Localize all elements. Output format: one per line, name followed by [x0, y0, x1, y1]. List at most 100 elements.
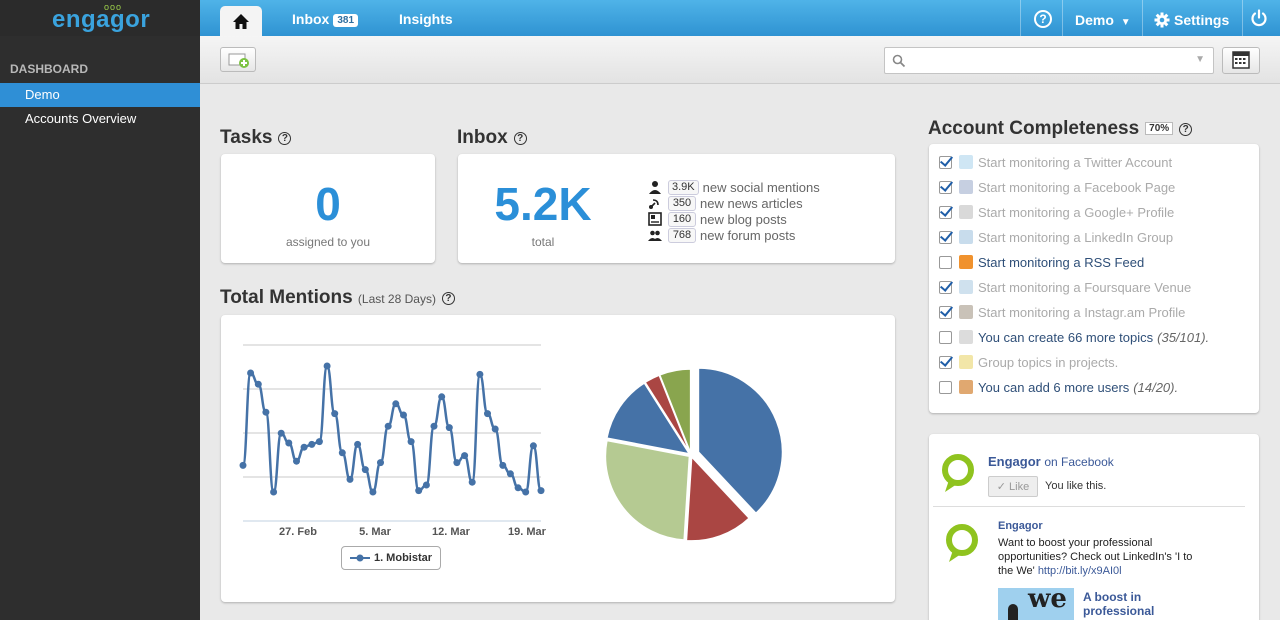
completeness-item[interactable]: Start monitoring a Instagr.am Profile — [939, 302, 1185, 322]
caret-down-icon: ▼ — [1120, 17, 1131, 28]
search-dropdown-icon[interactable]: ▼ — [1195, 54, 1205, 65]
pie-slice[interactable] — [685, 455, 751, 542]
completeness-checkbox[interactable] — [939, 355, 952, 369]
completeness-item[interactable]: Start monitoring a Facebook Page — [939, 177, 1175, 197]
completeness-checkbox[interactable] — [939, 180, 952, 194]
fb-post-author[interactable]: Engagor — [998, 520, 1043, 532]
rss-icon — [959, 255, 973, 269]
completeness-item[interactable]: Start monitoring a RSS Feed — [939, 252, 1144, 272]
completeness-checkbox[interactable] — [939, 330, 952, 344]
item-text: Start monitoring a Foursquare Venue — [978, 279, 1192, 295]
pie-slice[interactable] — [658, 368, 692, 454]
completeness-item[interactable]: Start monitoring a LinkedIn Group — [939, 227, 1173, 247]
item-text: You can create 66 more topics — [978, 329, 1154, 345]
calendar-icon — [1232, 51, 1250, 69]
data-point — [445, 424, 453, 432]
chart-legend[interactable]: 1. Mobistar — [341, 546, 441, 570]
instagram-icon — [959, 305, 973, 319]
stat-label: new forum posts — [700, 227, 796, 243]
inbox-tab[interactable]: Inbox 381 — [292, 11, 359, 27]
add-widget-button[interactable] — [220, 47, 256, 72]
completeness-title: Account Completeness — [928, 118, 1140, 139]
fb-post-body: Want to boost your professional opportun… — [998, 536, 1208, 578]
fb-link-thumbnail[interactable]: we — [998, 588, 1074, 620]
inbox-card[interactable]: 5.2K total 3.9K new social mentions 350 … — [458, 154, 895, 263]
completeness-checkbox[interactable] — [939, 305, 952, 319]
tasks-help-icon[interactable]: ? — [278, 132, 292, 145]
fb-post-link[interactable]: http://bit.ly/x9AI0l — [1037, 565, 1122, 577]
top-nav-bar: engagor ooo Inbox 381 Insights ? Demo ▼ S… — [0, 0, 1280, 38]
sidebar-item-demo[interactable]: Demo — [0, 83, 200, 107]
completeness-checkbox[interactable] — [939, 230, 952, 244]
completeness-item-label: Start monitoring a LinkedIn Group — [978, 230, 1173, 245]
fb-page-name[interactable]: Engagor — [988, 454, 1041, 469]
pie-slice[interactable] — [605, 381, 691, 455]
insights-tab[interactable]: Insights — [399, 11, 453, 27]
completeness-item[interactable]: Group topics in projects. — [939, 352, 1118, 372]
data-point — [293, 457, 300, 465]
completeness-checkbox[interactable] — [939, 280, 952, 294]
completeness-item[interactable]: You can create 66 more topics (35/101). — [939, 327, 1209, 347]
search-box[interactable]: ▼ — [884, 47, 1214, 74]
gear-icon — [1154, 12, 1170, 28]
facebook-icon — [959, 180, 973, 194]
completeness-checkbox[interactable] — [939, 155, 952, 169]
mentions-help-icon[interactable]: ? — [441, 292, 455, 305]
stat-blog-posts[interactable]: 160 new blog posts — [648, 211, 787, 227]
logo-text: engagor — [52, 6, 151, 33]
completeness-item[interactable]: Start monitoring a Google+ Profile — [939, 202, 1174, 222]
stat-forum-posts[interactable]: 768 new forum posts — [648, 227, 795, 243]
completeness-checkbox[interactable] — [939, 255, 952, 269]
fb-link-title[interactable]: A boost in professional — [1083, 590, 1155, 618]
mentions-pie-chart[interactable] — [581, 335, 821, 575]
item-text: Start monitoring a RSS Feed — [978, 254, 1145, 270]
tasks-count: 0 — [315, 178, 341, 230]
help-icon[interactable]: ? — [1034, 10, 1052, 28]
completeness-item[interactable]: Start monitoring a Foursquare Venue — [939, 277, 1191, 297]
facebook-widget: Engagor on Facebook ✓ Like You like this.… — [929, 434, 1259, 620]
item-extra: (35/101). — [1157, 329, 1210, 345]
item-text: Start monitoring a LinkedIn Group — [978, 229, 1174, 245]
tasks-heading: Tasks? — [220, 127, 292, 149]
mentions-line-chart[interactable]: 27. Feb 5. Mar 12. Mar 19. Mar — [221, 315, 561, 545]
item-text: Start monitoring a Google+ Profile — [978, 204, 1175, 220]
settings-button[interactable]: Settings — [1154, 12, 1229, 28]
completeness-item[interactable]: Start monitoring a Twitter Account — [939, 152, 1172, 172]
blog-icon — [648, 212, 662, 226]
item-text: Start monitoring a Instagr.am Profile — [978, 304, 1186, 320]
completeness-item-label: You can create 66 more topics (35/101). — [978, 330, 1209, 345]
data-point — [529, 442, 537, 450]
logout-button[interactable] — [1250, 9, 1268, 32]
completeness-checkbox[interactable] — [939, 380, 952, 394]
fb-like-button[interactable]: ✓ Like — [988, 476, 1038, 497]
completeness-checkbox[interactable] — [939, 205, 952, 219]
logo[interactable]: engagor ooo — [0, 0, 200, 36]
data-point — [331, 410, 339, 418]
inbox-help-icon[interactable]: ? — [513, 132, 527, 145]
pie-slice[interactable] — [604, 439, 691, 541]
account-label: Demo — [1075, 12, 1114, 28]
search-icon — [892, 54, 906, 68]
data-point — [369, 488, 377, 496]
account-dropdown[interactable]: Demo ▼ — [1075, 12, 1131, 28]
stat-social-mentions[interactable]: 3.9K new social mentions — [648, 179, 820, 195]
folder-icon — [959, 355, 973, 369]
completeness-item[interactable]: You can add 6 more users (14/20). — [939, 377, 1178, 397]
data-point — [438, 393, 446, 401]
sidebar-item-accounts-overview[interactable]: Accounts Overview — [25, 111, 137, 126]
pie-slice[interactable] — [697, 367, 784, 515]
search-input[interactable] — [911, 52, 1181, 70]
data-point — [392, 400, 400, 408]
fb-post-text: Want to boost your professional opportun… — [998, 537, 1193, 577]
home-tab[interactable] — [220, 6, 262, 38]
person-icon — [649, 181, 661, 194]
data-point — [346, 475, 354, 483]
x-tick-label: 5. Mar — [359, 526, 392, 538]
stat-news-articles[interactable]: 350 new news articles — [648, 195, 803, 211]
fb-like-status: You like this. — [1045, 480, 1107, 492]
tasks-card[interactable]: 0 assigned to you — [221, 154, 435, 263]
completeness-help-icon[interactable]: ? — [1179, 123, 1193, 136]
nav-divider — [1062, 0, 1063, 36]
calendar-button[interactable] — [1222, 47, 1260, 74]
completeness-item-label: Start monitoring a Facebook Page — [978, 180, 1175, 195]
